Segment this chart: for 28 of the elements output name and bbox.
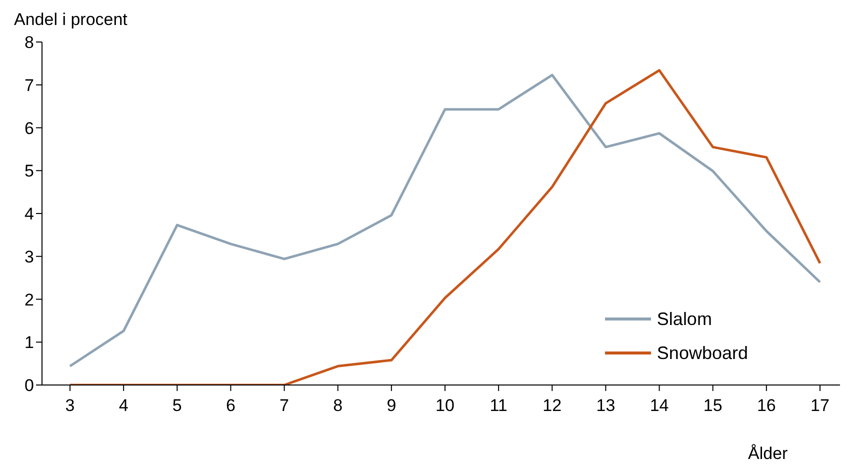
y-tick-label: 1 xyxy=(24,333,34,352)
x-tick-label: 5 xyxy=(172,396,182,416)
y-tick-label: 0 xyxy=(24,376,34,396)
x-axis-title: Ålder xyxy=(748,444,788,464)
y-tick-label: 6 xyxy=(24,118,34,138)
x-tick-label: 17 xyxy=(810,396,830,416)
y-tick-label: 5 xyxy=(24,162,34,181)
y-tick-label: 8 xyxy=(24,33,34,52)
x-tick-label: 11 xyxy=(490,396,508,416)
x-tick-label: 12 xyxy=(542,396,562,416)
x-tick-label: 13 xyxy=(596,396,616,416)
x-tick-label: 14 xyxy=(650,396,669,416)
x-tick-label: 15 xyxy=(703,396,722,416)
y-axis-title: Andel i procent xyxy=(14,10,128,30)
legend-label: Slalom xyxy=(656,308,712,331)
x-tick-label: 10 xyxy=(436,396,454,416)
y-tick-label: 3 xyxy=(24,247,34,266)
x-tick-label: 8 xyxy=(333,396,343,416)
y-tick-label: 7 xyxy=(24,76,34,95)
y-tick-label: 4 xyxy=(24,204,34,224)
x-tick-label: 7 xyxy=(280,396,290,416)
y-tick-label: 2 xyxy=(24,290,34,310)
x-tick-label: 9 xyxy=(386,396,396,416)
x-tick-label: 16 xyxy=(756,396,776,416)
x-tick-label: 6 xyxy=(226,396,236,416)
x-tick-label: 4 xyxy=(118,396,128,416)
x-tick-label: 3 xyxy=(65,396,75,416)
legend-label: Snowboard xyxy=(656,342,748,365)
